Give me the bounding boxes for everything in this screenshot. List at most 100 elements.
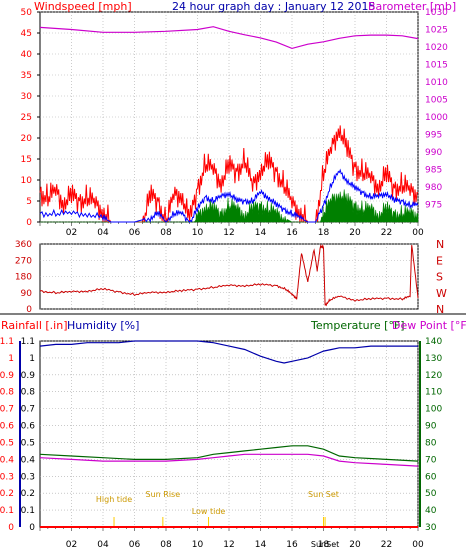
direction-compass-label: E bbox=[436, 254, 443, 267]
rain-tick-label: 1 bbox=[8, 354, 14, 364]
hour-label-wind: 04 bbox=[97, 228, 109, 238]
barometer-line bbox=[39, 26, 419, 50]
hour-label-temp: 22 bbox=[381, 540, 392, 550]
hour-label-wind: 14 bbox=[255, 228, 267, 238]
barometer-tick-label: 975 bbox=[425, 201, 442, 211]
windspeed-tick-label: 50 bbox=[21, 8, 33, 18]
direction-degree-label: 0 bbox=[26, 305, 32, 315]
annotation-label: Sun Rise bbox=[146, 490, 181, 499]
hour-label-wind: 18 bbox=[318, 228, 330, 238]
dewpoint-line bbox=[39, 453, 419, 467]
rainfall-header: Rainfall [.in] bbox=[1, 319, 68, 332]
annotation-label: High tide bbox=[96, 495, 132, 504]
annotation-label: Low tide bbox=[192, 507, 226, 516]
tick-labels-group: 0202040406060808101012121414161618182020… bbox=[0, 8, 448, 550]
hour-label-temp: 16 bbox=[286, 540, 298, 550]
humidity-header: Humidity [%] bbox=[67, 319, 139, 332]
windspeed-tick-label: 20 bbox=[21, 134, 33, 144]
windspeed-tick-label: 0 bbox=[26, 218, 32, 228]
chart-title: 24 hour graph day : January 12 2015 bbox=[172, 0, 376, 13]
direction-compass-label: N bbox=[436, 238, 444, 251]
rain-tick-label: 0 bbox=[8, 523, 14, 533]
windspeed-tick-label: 15 bbox=[21, 155, 32, 165]
windspeed-tick-label: 40 bbox=[21, 50, 33, 60]
windspeed-tick-label: 25 bbox=[21, 113, 32, 123]
temperature-tick-label: 70 bbox=[425, 455, 437, 465]
hour-label-wind: 22 bbox=[381, 228, 392, 238]
barometer-tick-label: 1020 bbox=[425, 43, 448, 53]
humidity-tick-label: 0.3 bbox=[21, 472, 35, 482]
humidity-tick-label: 0 bbox=[29, 523, 35, 533]
humidity-tick-label: 1 bbox=[29, 354, 35, 364]
barometer-tick-label: 985 bbox=[425, 166, 442, 176]
rain-tick-label: 0.6 bbox=[0, 422, 14, 432]
humidity-tick-label: 1.1 bbox=[21, 337, 35, 347]
direction-degree-label: 90 bbox=[21, 289, 33, 299]
humidity-tick-label: 0.8 bbox=[21, 388, 36, 398]
hour-label-temp: 04 bbox=[97, 540, 109, 550]
temperature-tick-label: 90 bbox=[425, 422, 437, 432]
hour-label-temp: 18 bbox=[318, 540, 330, 550]
temperature-line bbox=[39, 445, 419, 462]
annotation-label: SunSet bbox=[311, 540, 339, 549]
hour-label-temp: 06 bbox=[129, 540, 141, 550]
humidity-tick-label: 0.7 bbox=[21, 405, 35, 415]
windspeed-tick-label: 45 bbox=[21, 29, 32, 39]
rain-tick-label: 0.7 bbox=[0, 405, 14, 415]
humidity-tick-label: 0.5 bbox=[21, 438, 35, 448]
barometer-tick-label: 1005 bbox=[425, 96, 448, 106]
direction-compass-label: S bbox=[436, 271, 443, 284]
temperature-tick-label: 130 bbox=[425, 354, 442, 364]
windspeed-tick-label: 10 bbox=[21, 176, 33, 186]
hour-label-wind: 10 bbox=[192, 228, 204, 238]
direction-degree-label: 360 bbox=[15, 240, 32, 250]
hour-label-wind: 06 bbox=[129, 228, 141, 238]
rain-tick-label: 0.3 bbox=[0, 472, 14, 482]
direction-degree-label: 180 bbox=[15, 273, 32, 283]
hour-label-temp: 12 bbox=[223, 540, 234, 550]
direction-line bbox=[39, 244, 419, 307]
barometer-tick-label: 1010 bbox=[425, 78, 448, 88]
rain-tick-label: 0.2 bbox=[0, 489, 14, 499]
humidity-line bbox=[39, 340, 418, 364]
barometer-header: Barometer [mb] bbox=[368, 0, 456, 13]
plot-lines-group bbox=[39, 26, 419, 528]
barometer-tick-label: 1015 bbox=[425, 61, 448, 71]
rain-tick-label: 0.1 bbox=[0, 506, 14, 516]
hour-label-temp: 14 bbox=[255, 540, 267, 550]
humidity-tick-label: 0.9 bbox=[21, 371, 36, 381]
direction-degree-label: 270 bbox=[15, 256, 32, 266]
temperature-tick-label: 120 bbox=[425, 371, 442, 381]
hour-label-wind: 02 bbox=[66, 228, 77, 238]
windspeed-tick-label: 30 bbox=[21, 92, 33, 102]
humidity-tick-label: 0.1 bbox=[21, 506, 35, 516]
barometer-tick-label: 1030 bbox=[425, 8, 448, 18]
barometer-tick-label: 990 bbox=[425, 148, 442, 158]
windspeed-tick-label: 35 bbox=[21, 71, 32, 81]
rain-tick-label: 0.5 bbox=[0, 438, 14, 448]
barometer-tick-label: 980 bbox=[425, 183, 442, 193]
humidity-tick-label: 0.2 bbox=[21, 489, 35, 499]
temperature-tick-label: 110 bbox=[425, 388, 442, 398]
humidity-tick-label: 0.4 bbox=[21, 455, 36, 465]
barometer-tick-label: 1000 bbox=[425, 113, 448, 123]
hour-label-temp: 00 bbox=[412, 540, 424, 550]
hour-label-wind: 16 bbox=[286, 228, 298, 238]
direction-compass-label: N bbox=[436, 303, 444, 316]
barometer-tick-label: 995 bbox=[425, 131, 442, 141]
rain-tick-label: 0.8 bbox=[0, 388, 14, 398]
rain-tick-label: 1.1 bbox=[0, 337, 14, 347]
hour-label-wind: 20 bbox=[349, 228, 361, 238]
hour-label-wind: 00 bbox=[412, 228, 424, 238]
temperature-tick-label: 140 bbox=[425, 337, 442, 347]
labels-group: Windspeed [mph] 24 hour graph day : Janu… bbox=[1, 0, 466, 332]
temperature-tick-label: 30 bbox=[425, 523, 437, 533]
direction-compass-label: W bbox=[436, 287, 447, 300]
humidity-tick-label: 0.6 bbox=[21, 422, 36, 432]
annotation-label: Sun Set bbox=[308, 490, 339, 499]
hour-label-temp: 10 bbox=[192, 540, 204, 550]
barometer-tick-label: 1025 bbox=[425, 26, 448, 36]
temperature-tick-label: 60 bbox=[425, 472, 437, 482]
hour-label-wind: 08 bbox=[160, 228, 172, 238]
